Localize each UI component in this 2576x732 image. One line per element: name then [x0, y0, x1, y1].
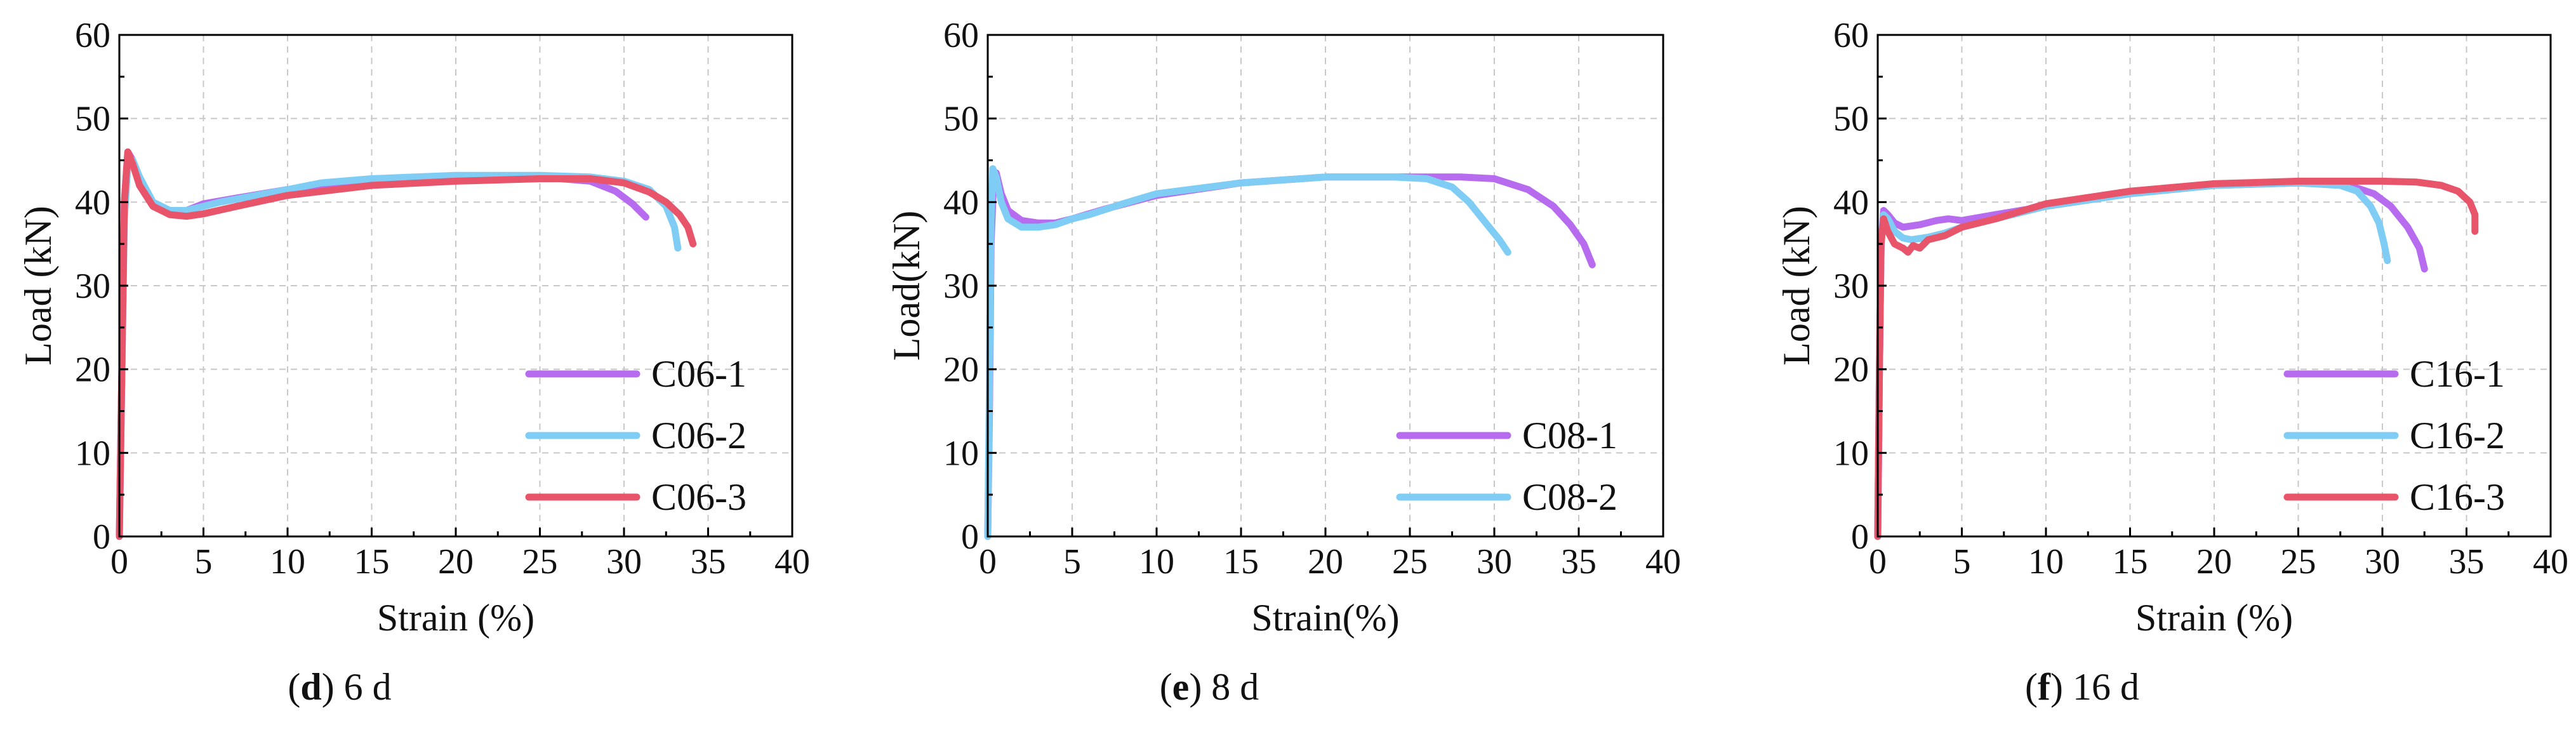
legend-label-C06-2: C06-2: [651, 415, 747, 456]
y-tick-label: 20: [75, 350, 110, 390]
y-tick-label: 60: [1833, 16, 1869, 55]
x-axis-title: Strain(%): [1251, 597, 1399, 639]
y-tick-label: 0: [961, 517, 979, 557]
x-tick-label: 15: [1223, 542, 1259, 582]
caption-d: (d) 6 d: [288, 666, 392, 708]
y-tick-label: 10: [1833, 434, 1869, 473]
legend-label-C06-1: C06-1: [651, 353, 747, 395]
x-tick-label: 40: [1645, 542, 1681, 582]
chart-panel-1: 0 5 10 15 20 25 30 35 40 0 10 20 30 40 50 60 Strain (%) L…: [17, 16, 810, 639]
x-tick-label: 25: [2281, 542, 2316, 582]
y-tick-label: 50: [75, 100, 110, 139]
legend-label-C06-3: C06-3: [651, 476, 747, 518]
caption-letter-e: e: [1172, 666, 1190, 708]
caption-text-f: 16 d: [2062, 666, 2139, 708]
caption-f: (f) 16 d: [2025, 666, 2139, 708]
caption-e: (e) 8 d: [1159, 666, 1259, 708]
series-line-C16-3: [1874, 177, 2479, 540]
caption-letter-d: d: [300, 666, 322, 708]
x-tick-label: 30: [606, 542, 642, 582]
caption-text-e: 8 d: [1202, 666, 1259, 708]
y-tick-label: 40: [75, 183, 110, 222]
y-axis-title: Load (kN): [17, 206, 59, 366]
caption-text-d: 6 d: [334, 666, 392, 708]
y-tick-label: 20: [943, 350, 979, 390]
x-tick-label: 25: [522, 542, 558, 582]
y-tick-label: 10: [75, 434, 110, 473]
y-tick-label: 30: [943, 267, 979, 306]
x-tick-label: 15: [2113, 542, 2148, 582]
y-tick-label: 20: [1833, 350, 1869, 390]
x-tick-label: 20: [2196, 542, 2232, 582]
x-tick-label: 20: [438, 542, 474, 582]
series-line-C08-1: [984, 169, 1596, 540]
x-tick-label: 5: [1063, 542, 1081, 582]
x-tick-label: 0: [979, 542, 997, 582]
chart-panel-2: 0 5 10 15 20 25 30 35 40 0 10 20 30 40 50 60 Strain(%) Lo…: [886, 16, 1681, 639]
x-tick-label: 5: [1953, 542, 1971, 582]
y-tick-label: 0: [1851, 517, 1869, 557]
legend-label-C16-3: C16-3: [2410, 476, 2505, 518]
series-line-C16-2: [1874, 179, 2391, 540]
x-tick-label: 15: [354, 542, 390, 582]
y-tick-label: 40: [1833, 183, 1869, 222]
x-tick-label: 35: [691, 542, 726, 582]
y-tick-label: 60: [943, 16, 979, 55]
y-tick-label: 10: [943, 434, 979, 473]
y-tick-label: 30: [75, 267, 110, 306]
x-tick-label: 35: [2449, 542, 2485, 582]
x-tick-label: 40: [774, 542, 810, 582]
series-line-C16-1: [1874, 179, 2428, 540]
y-axis-title: Load(kN): [886, 211, 927, 361]
series-line-C08-2: [984, 165, 1511, 540]
series-line-C06-3: [116, 148, 697, 540]
x-tick-label: 0: [110, 542, 128, 582]
y-tick-label: 60: [75, 16, 110, 55]
x-tick-label: 10: [1139, 542, 1174, 582]
x-tick-label: 10: [270, 542, 305, 582]
x-axis-title: Strain (%): [2135, 597, 2293, 639]
y-tick-label: 50: [1833, 100, 1869, 139]
y-tick-label: 30: [1833, 267, 1869, 306]
x-tick-label: 0: [1869, 542, 1887, 582]
x-axis-title: Strain (%): [377, 597, 534, 639]
x-tick-label: 30: [1477, 542, 1512, 582]
chart-panel-3: 0 5 10 15 20 25 30 35 40 0 10 20 30 40 50 60 Strain (%) L…: [1776, 16, 2568, 639]
y-tick-label: 40: [943, 183, 979, 222]
x-tick-label: 20: [1308, 542, 1343, 582]
x-tick-label: 5: [195, 542, 213, 582]
x-tick-label: 25: [1392, 542, 1428, 582]
caption-letter-f: f: [2038, 666, 2050, 708]
y-axis-title: Load (kN): [1776, 206, 1817, 366]
x-tick-label: 10: [2028, 542, 2064, 582]
x-tick-label: 30: [2365, 542, 2400, 582]
legend-label-C08-1: C08-1: [1522, 415, 1617, 456]
legend-label-C16-1: C16-1: [2410, 353, 2505, 395]
legend-label-C16-2: C16-2: [2410, 415, 2505, 456]
x-tick-label: 35: [1561, 542, 1597, 582]
legend-label-C08-2: C08-2: [1522, 476, 1617, 518]
x-tick-label: 40: [2533, 542, 2568, 582]
y-tick-label: 0: [93, 517, 110, 557]
y-tick-label: 50: [943, 100, 979, 139]
